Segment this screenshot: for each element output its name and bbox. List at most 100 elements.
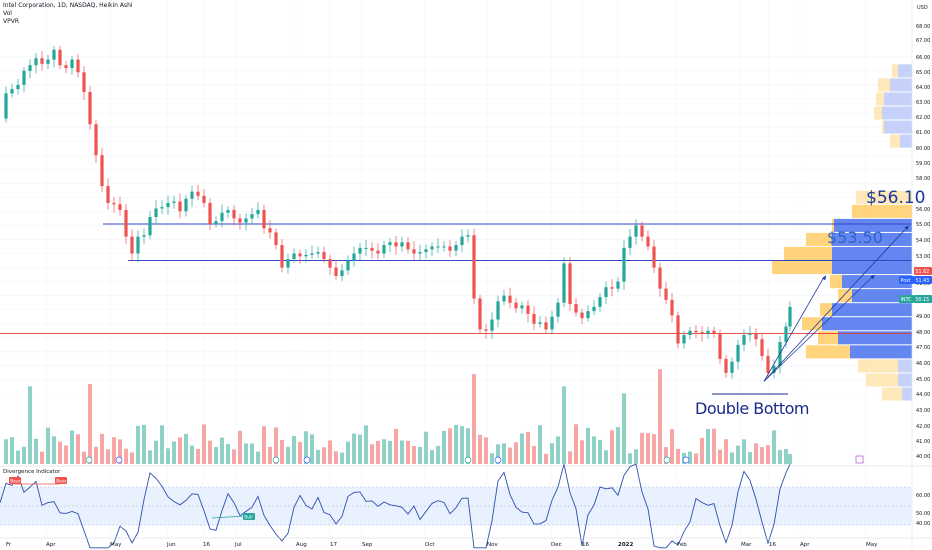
volume-profile-bar — [866, 373, 898, 387]
vol-label[interactable]: Vol — [3, 10, 12, 17]
event-marker[interactable] — [115, 456, 123, 464]
volume-bar — [502, 443, 506, 464]
target-arrow-line — [763, 229, 906, 382]
candle — [760, 339, 764, 357]
candle — [148, 216, 152, 236]
indicator-tick: 50.00 — [916, 511, 930, 517]
event-marker[interactable] — [663, 456, 671, 464]
volume-bar — [598, 439, 602, 464]
price-tag-label: 50.15 — [916, 297, 930, 303]
divergence-line — [211, 515, 246, 519]
candle — [496, 301, 500, 320]
candle — [514, 302, 518, 309]
y-tick-label: 59.00 — [916, 161, 930, 167]
candle — [640, 225, 644, 237]
volume-bar — [16, 450, 20, 464]
target-arrow-head — [870, 274, 875, 280]
volume-bar — [418, 446, 422, 464]
candle — [538, 322, 542, 324]
y-tick-label: 56.00 — [916, 207, 930, 213]
volume-bar — [376, 440, 380, 464]
candle — [136, 236, 140, 254]
candle — [730, 361, 734, 373]
candle — [382, 245, 386, 254]
volume-bar — [754, 443, 758, 464]
event-marker[interactable] — [855, 455, 864, 464]
volume-profile-bar — [832, 261, 912, 275]
event-marker[interactable] — [85, 456, 93, 464]
candle — [556, 302, 560, 317]
event-marker[interactable] — [464, 456, 472, 464]
candle — [574, 304, 578, 313]
candle — [610, 287, 614, 289]
volume-bar — [520, 433, 524, 464]
currency-label: USD — [917, 5, 928, 11]
y-tick-label: 43.00 — [916, 408, 930, 414]
y-tick-label: 42.00 — [916, 424, 930, 430]
candle — [10, 89, 14, 94]
x-tick-label: Nov — [487, 542, 498, 548]
candle — [550, 316, 554, 330]
candle — [112, 202, 116, 205]
volume-bar — [316, 449, 320, 464]
volume-bar — [784, 449, 788, 464]
volume-bar — [574, 424, 578, 464]
price-tag — [914, 295, 932, 303]
volume-bar — [214, 447, 218, 464]
volume-profile-bar — [878, 78, 890, 92]
volume-bar — [658, 369, 662, 464]
candle — [364, 247, 368, 249]
volume-bar — [442, 431, 446, 464]
candle — [268, 228, 272, 233]
vpvr-label[interactable]: VPVR — [3, 18, 19, 25]
candle — [664, 288, 668, 300]
indicator-name[interactable]: Divergence Indicator — [3, 469, 61, 475]
candle — [442, 246, 446, 248]
candle — [736, 344, 740, 362]
y-tick-label: 54.00 — [916, 238, 930, 244]
event-marker[interactable] — [682, 456, 690, 464]
target-arrow-head — [904, 225, 909, 231]
y-tick-label: 55.00 — [916, 222, 930, 228]
y-tick-label: 53.00 — [916, 254, 930, 260]
volume-bar — [148, 450, 152, 464]
volume-bar — [238, 430, 242, 464]
target-56-label: $56.10 — [866, 188, 926, 208]
indicator-tick: 60.00 — [916, 493, 930, 499]
volume-profile-bar — [898, 64, 912, 78]
volume-profile-bar — [898, 359, 912, 373]
candle — [622, 247, 626, 282]
volume-bar — [10, 437, 14, 464]
price-tag-label: Post — [901, 278, 911, 284]
volume-bar — [766, 445, 770, 464]
volume-bar — [788, 453, 792, 464]
event-marker[interactable] — [272, 456, 280, 464]
volume-bar — [454, 424, 458, 464]
divergence-badge — [243, 513, 255, 520]
candle — [292, 253, 296, 260]
volume-bar — [364, 425, 368, 464]
candle — [184, 198, 188, 212]
volume-bar — [496, 444, 500, 464]
candle — [238, 218, 242, 223]
candle — [250, 214, 254, 219]
volume-bar — [94, 446, 98, 464]
candle — [190, 191, 194, 199]
volume-bar — [310, 434, 314, 464]
rsi-line — [0, 463, 791, 549]
volume-bar — [646, 433, 650, 464]
volume-bar — [262, 426, 266, 464]
volume-bar — [358, 434, 362, 464]
y-tick-label: 44.00 — [916, 392, 930, 398]
volume-bar — [106, 449, 110, 464]
event-marker[interactable] — [303, 456, 311, 464]
volume-bar — [400, 440, 404, 464]
volume-bar — [286, 446, 290, 464]
volume-bar — [628, 453, 632, 464]
event-marker[interactable] — [494, 456, 502, 464]
volume-profile-bar — [806, 345, 850, 359]
volume-bar — [556, 436, 560, 464]
volume-bar — [670, 429, 674, 464]
volume-bar — [184, 433, 188, 464]
